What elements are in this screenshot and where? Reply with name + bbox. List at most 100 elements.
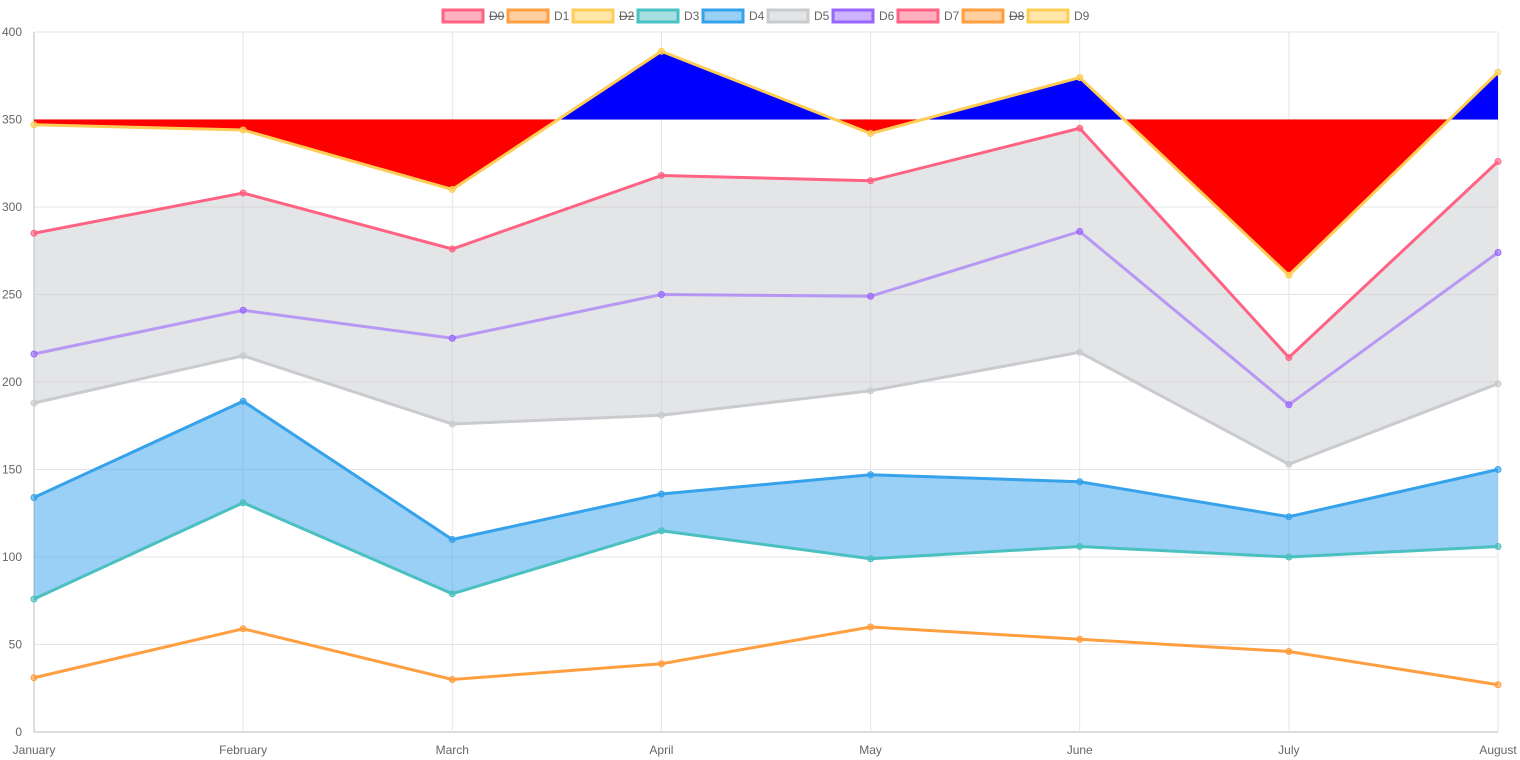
data-point-D3 [867, 555, 875, 563]
data-point-D7 [657, 172, 665, 179]
data-point-D1 [1076, 635, 1084, 643]
series-line-D1 [33, 625, 1499, 687]
data-point-D1 [867, 623, 875, 631]
data-point-D4 [1494, 466, 1502, 473]
legend-swatch [766, 8, 810, 24]
data-point-D6 [1494, 249, 1502, 256]
series-line-D3 [33, 501, 1499, 601]
data-point-D5 [30, 399, 38, 407]
x-tick-label: July [1278, 743, 1299, 757]
legend-swatch [636, 8, 680, 24]
x-tick-label: June [1067, 743, 1093, 757]
data-point-D7 [30, 229, 38, 237]
legend-item-D8[interactable]: D8 [961, 8, 1025, 24]
x-tick-label: May [859, 743, 882, 757]
y-tick-label: 50 [9, 638, 23, 652]
data-point-D3 [1285, 553, 1293, 561]
legend-item-D9[interactable]: D9 [1026, 8, 1090, 24]
data-point-D9 [867, 130, 875, 137]
data-point-D4 [657, 490, 665, 498]
data-point-D4 [448, 536, 456, 543]
data-point-D9 [239, 126, 247, 134]
legend-item-D4[interactable]: D4 [701, 8, 765, 24]
data-point-D4 [239, 397, 247, 405]
data-point-D9 [1494, 68, 1502, 76]
data-point-D1 [1494, 681, 1502, 689]
area-fill-D4 [34, 401, 1498, 599]
legend-swatch [441, 8, 485, 24]
legend-swatch [831, 8, 875, 24]
series-line-D9 [33, 49, 1500, 278]
legend-item-D6[interactable]: D6 [831, 8, 895, 24]
series-line-D5 [33, 350, 1499, 466]
data-point-D3 [30, 595, 38, 603]
data-point-D6 [448, 334, 456, 342]
data-point-D9 [30, 121, 38, 129]
y-tick-label: 400 [2, 25, 22, 39]
legend-text: D9 [1074, 9, 1090, 23]
data-point-D4 [867, 471, 875, 479]
data-point-D9 [1285, 271, 1293, 279]
series-line-D7 [33, 126, 1500, 360]
legend-item-D3[interactable]: D3 [636, 8, 700, 24]
data-point-D3 [1494, 543, 1502, 550]
data-point-D4 [1076, 478, 1084, 486]
data-point-D4 [30, 494, 38, 501]
legend-swatch [701, 8, 745, 24]
y-tick-label: 0 [15, 725, 22, 739]
legend-item-D1[interactable]: D1 [506, 8, 570, 24]
data-point-D1 [239, 625, 247, 633]
legend-text: D4 [749, 9, 765, 23]
legend-swatch [961, 8, 1005, 24]
legend-text: D7 [944, 9, 960, 23]
data-point-D6 [239, 306, 247, 314]
data-point-D6 [1076, 228, 1084, 235]
data-point-D9 [657, 47, 665, 55]
legend-swatch [506, 8, 550, 24]
data-point-D9 [448, 186, 456, 193]
x-tick-label: January [13, 743, 56, 757]
y-tick-label: 200 [2, 375, 22, 389]
data-point-D5 [239, 352, 247, 360]
legend-text: D8 [1009, 9, 1025, 23]
legend-item-D0[interactable]: D0 [441, 8, 505, 24]
data-point-D7 [1494, 158, 1502, 165]
y-tick-label: 350 [2, 113, 22, 127]
data-point-D1 [30, 674, 38, 682]
data-point-D4 [1285, 513, 1293, 521]
data-point-D5 [448, 420, 456, 428]
data-point-D6 [30, 350, 38, 358]
legend-text: D2 [619, 9, 635, 23]
data-point-D3 [448, 590, 456, 598]
legend-item-D5[interactable]: D5 [766, 8, 830, 24]
data-point-D5 [1076, 348, 1084, 356]
data-point-D5 [657, 411, 665, 419]
legend-swatch [571, 8, 615, 24]
data-point-D5 [867, 387, 875, 395]
legend-swatch [1026, 8, 1070, 24]
data-point-D1 [1285, 648, 1293, 655]
data-point-D3 [657, 527, 665, 535]
legend-item-D7[interactable]: D7 [896, 8, 960, 24]
data-point-D3 [239, 499, 247, 507]
data-point-D5 [1494, 380, 1502, 388]
y-tick-label: 250 [2, 288, 22, 302]
legend-text: D3 [684, 9, 700, 23]
data-point-D1 [448, 676, 456, 683]
series-line-D4 [33, 399, 1499, 542]
data-point-D6 [867, 292, 875, 300]
data-point-D6 [1285, 401, 1293, 409]
data-point-D5 [1285, 460, 1293, 468]
x-tick-label: August [1479, 743, 1517, 757]
legend-text: D6 [879, 9, 895, 23]
data-point-D1 [657, 660, 665, 668]
y-tick-label: 150 [2, 463, 22, 477]
data-point-D7 [1285, 354, 1293, 361]
area-fill-above-D9 [34, 51, 1498, 120]
area-fill-below-D9 [34, 119, 1498, 276]
data-point-D7 [239, 189, 247, 197]
x-tick-label: February [219, 743, 267, 757]
legend-item-D2[interactable]: D2 [571, 8, 635, 24]
x-tick-label: March [436, 743, 469, 757]
